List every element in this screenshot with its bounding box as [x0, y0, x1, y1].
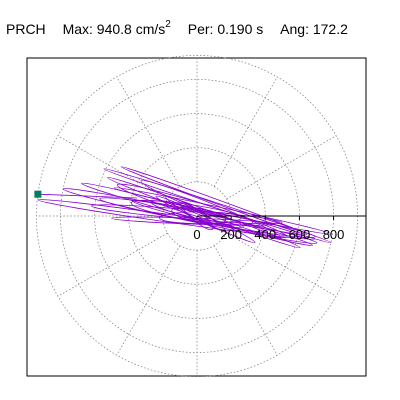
grid-spoke-240 — [116, 245, 181, 356]
trace-to-max — [37, 193, 138, 199]
trace-loop-15 — [171, 206, 227, 224]
max-label: Max: — [62, 20, 93, 37]
grid-spoke-120 — [116, 76, 181, 187]
trace-loop-19 — [120, 166, 308, 235]
grid-spoke-300 — [213, 245, 278, 356]
radial-axis: 0 200 400 600 800 — [193, 215, 366, 242]
grid-spoke-150 — [57, 135, 168, 200]
station-code: PRCH — [6, 20, 46, 37]
grid-spoke-60 — [213, 76, 278, 187]
radial-tick-label-0: 0 — [193, 227, 200, 242]
grid-spoke-30 — [226, 135, 337, 200]
period-value: 0.190 s — [217, 20, 264, 37]
trace-loop-1 — [62, 188, 318, 244]
radial-tick-label-400: 400 — [254, 227, 276, 242]
grid-spoke-330 — [226, 232, 337, 297]
trace-loop-18 — [113, 187, 332, 235]
motion-trace — [37, 166, 332, 249]
period-label: Per: — [187, 20, 214, 37]
max-value: 940.8 — [96, 20, 132, 37]
angle-value: 172.2 — [312, 20, 348, 37]
plot-frame — [26, 57, 367, 377]
trace-loop-17 — [103, 168, 332, 244]
grid-spoke-210 — [57, 232, 168, 297]
max-unit-exponent: 2 — [165, 19, 171, 30]
max-unit: cm/s2 — [135, 19, 171, 37]
radial-tick-label-200: 200 — [220, 227, 242, 242]
radial-tick-label-800: 800 — [323, 227, 345, 242]
trace-loop-16 — [180, 201, 214, 231]
radial-tick-label-600: 600 — [289, 227, 311, 242]
trace-loop-7 — [111, 216, 276, 226]
max-marker — [34, 190, 42, 198]
max-marker-group — [34, 190, 42, 198]
angle-label: Ang: — [280, 20, 309, 37]
trace-loop-12 — [150, 200, 244, 229]
chart-header: PRCH Max: 940.8 cm/s2 Per: 0.190 s Ang: … — [6, 16, 348, 37]
